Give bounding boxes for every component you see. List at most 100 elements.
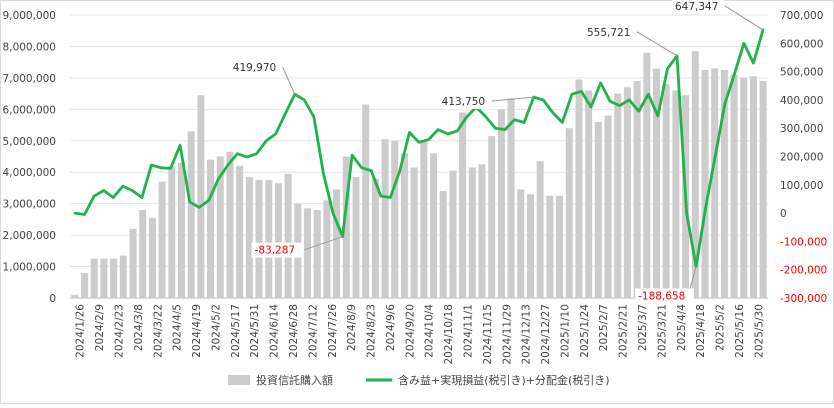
x-tick-label: 2025/4/4 [676,304,688,351]
bar [536,161,544,298]
bar [711,68,719,298]
x-tick-label: 2024/12/13 [521,304,533,365]
x-tick-label: 2024/3/22 [152,304,164,358]
annotation-bg [635,288,694,304]
bar [265,180,273,298]
bar [400,153,408,298]
x-tick-label: 2025/2/7 [598,304,610,351]
bar [129,228,137,298]
x-axis: 2024/1/26 2024/2/9 2024/2/23 2024/3/8 2024/3… [75,304,766,365]
left-tick-label: 1,000,000 [3,262,56,274]
right-tick-label: 200,000 [780,152,823,164]
right-tick-label: 0 [780,208,787,220]
annotation-bg [251,242,304,258]
x-tick-label: 2024/4/5 [172,304,184,351]
annotation-leader [636,31,678,57]
bar [148,217,156,298]
right-tick-label: 300,000 [780,123,823,135]
left-tick-label: 0 [49,293,56,305]
bar [730,74,738,298]
left-tick-label: 7,000,000 [3,73,56,85]
x-tick-label: 2024/1/26 [75,304,87,358]
bar-series [71,51,767,299]
x-tick-label: 2024/5/31 [249,304,261,358]
left-tick-label: 5,000,000 [3,136,56,148]
bar [575,79,583,298]
bar [565,128,573,298]
right-axis: -300,000 -200,000 -100,000 0 100,000 200,000 3… [780,10,827,305]
bar [749,76,757,298]
x-tick-label: 2024/11/1 [462,304,474,358]
bar [623,87,631,298]
left-tick-label: 8,000,000 [3,41,56,53]
annotation-bg [438,94,491,110]
left-axis: 0 1,000,000 2,000,000 3,000,000 4,000,000 5,0… [3,10,56,305]
bar [526,194,534,298]
annotation-label: 555,721 [587,27,630,39]
annotation-bg [584,24,637,40]
x-tick-label: 2024/9/20 [404,304,416,358]
bar [410,167,418,298]
bar [284,173,292,298]
annotation-label: -188,658 [638,290,685,302]
x-tick-label: 2024/5/17 [230,304,242,358]
x-tick-label: 2024/2/23 [113,304,125,358]
right-tick-label: 500,000 [780,67,823,79]
annotation-label: 419,970 [233,62,276,74]
x-tick-label: 2024/3/8 [133,304,145,351]
bar [236,165,244,298]
bar [313,209,321,298]
bar [168,165,176,298]
bar [546,195,554,298]
annotation-bg [672,0,725,14]
bar [81,272,89,298]
x-tick-label: 2025/1/10 [559,304,571,358]
annotations: 419,970 -83,287 413,750 555,721 -188,658 647,… [229,0,764,304]
bar [381,139,389,298]
legend-bar-swatch [228,375,250,385]
bar [478,164,486,298]
legend-bar-label: 投資信託購入額 [256,373,333,387]
bar [119,255,127,298]
x-tick-label: 2024/11/29 [501,304,513,365]
bar [507,98,515,298]
left-tick-label: 2,000,000 [3,230,56,242]
line-series [73,28,765,268]
bar [352,176,360,298]
x-tick-label: 2024/12/27 [540,304,552,365]
right-tick-label: 100,000 [780,180,823,192]
bar [585,90,593,298]
bar [71,294,79,298]
bar [362,104,370,298]
bar [740,77,748,298]
x-tick-label: 2024/4/19 [191,304,203,358]
bar [653,68,661,298]
x-tick-label: 2025/5/16 [734,304,746,358]
bar [304,208,312,298]
bar [255,180,263,298]
bar [245,176,253,298]
bar [226,151,234,298]
left-tick-label: 3,000,000 [3,199,56,211]
bar [197,95,205,298]
bar [604,115,612,298]
bar [391,140,399,298]
annotation-label: 647,347 [675,1,718,13]
legend: 投資信託購入額 含み益+実現損益(税引き)+分配金(税引き) [228,373,610,387]
bar [90,258,98,298]
bar [371,178,379,298]
right-tick-label: 400,000 [780,95,823,107]
bar [701,70,709,299]
legend-line-label: 含み益+実現損益(税引き)+分配金(税引き) [398,373,610,387]
line-path [73,28,765,268]
annotation-bg [229,60,282,76]
annotation-leader [491,96,534,102]
bar [720,70,728,299]
x-tick-label: 2025/1/24 [579,304,591,358]
left-tick-label: 6,000,000 [3,104,56,116]
bar [274,183,282,298]
x-tick-label: 2024/7/26 [327,304,339,358]
x-tick-label: 2024/6/14 [269,304,281,358]
bar [449,170,457,298]
